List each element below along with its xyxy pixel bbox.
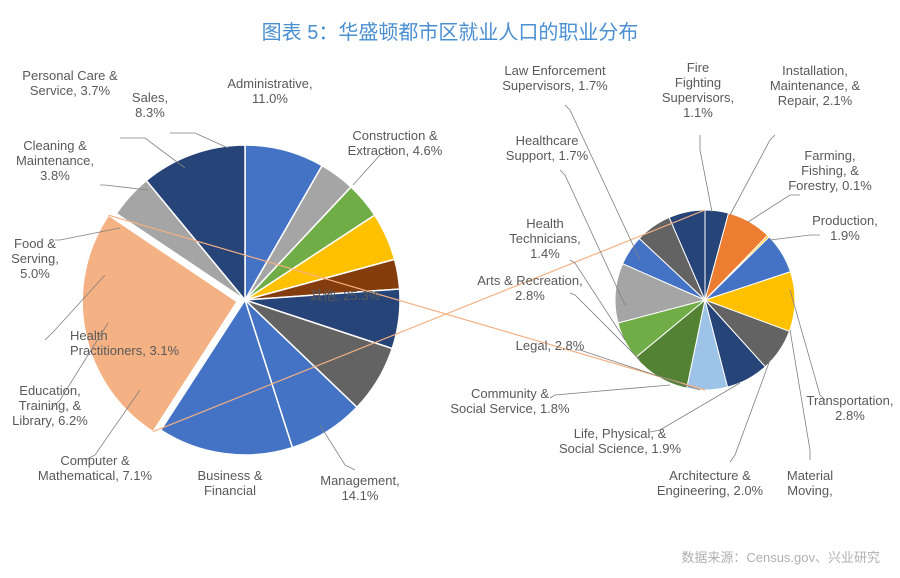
slice-label: Transportation,2.8% — [807, 393, 894, 423]
slice-label: HealthTechnicians,1.4% — [509, 216, 581, 261]
slice-label: Installation,Maintenance, &Repair, 2.1% — [770, 63, 861, 108]
chart-svg: Sales,8.3% Personal Care &Service, 3.7% Cl… — [0, 0, 900, 578]
slice-label: Personal Care &Service, 3.7% — [22, 68, 118, 98]
slice-label: Food &Serving,5.0% — [11, 236, 59, 281]
slice-label: 其他, 25.3% — [310, 288, 381, 303]
leader-line — [730, 135, 775, 215]
leader-line — [748, 195, 800, 222]
slice-label: Architecture &Engineering, 2.0% — [657, 468, 764, 498]
slice-label: Computer &Mathematical, 7.1% — [38, 453, 153, 483]
slice-label: Community &Social Service, 1.8% — [450, 386, 570, 416]
chart-root: 图表 5：华盛顿都市区就业人口的职业分布 Sales,8.3%Personal … — [0, 0, 900, 578]
slice-label: Construction &Extraction, 4.6% — [348, 128, 443, 158]
slice-label: Life, Physical, &Social Science, 1.9% — [559, 426, 682, 456]
slice-label: Education,Training, &Library, 6.2% — [12, 383, 88, 428]
slice-label: Law EnforcementSupervisors, 1.7% — [502, 63, 608, 93]
slice-label: HealthcareSupport, 1.7% — [506, 133, 589, 163]
slice-label: Production,1.9% — [812, 213, 878, 243]
slice-label: Business &Financial — [197, 468, 262, 498]
slice-label: Management,14.1% — [320, 473, 400, 503]
slice-label: Cleaning &Maintenance,3.8% — [16, 138, 94, 183]
slice-label: Sales,8.3% — [132, 90, 168, 120]
slice-label: MaterialMoving, — [787, 468, 833, 498]
slice-label: Administrative,11.0% — [227, 76, 312, 106]
slice-label: Farming,Fishing, &Forestry, 0.1% — [788, 148, 872, 193]
slice-label: Arts & Recreation,2.8% — [477, 273, 583, 303]
chart-source: 数据来源：Census.gov、兴业研究 — [681, 547, 880, 566]
leader-line — [550, 385, 670, 398]
slice-label: Legal, 2.8% — [516, 338, 585, 353]
leader-line — [770, 235, 820, 240]
leader-line — [170, 133, 228, 148]
leader-line — [700, 135, 712, 212]
leader-line — [650, 383, 740, 432]
slice-label: FireFightingSupervisors,1.1% — [662, 60, 734, 120]
